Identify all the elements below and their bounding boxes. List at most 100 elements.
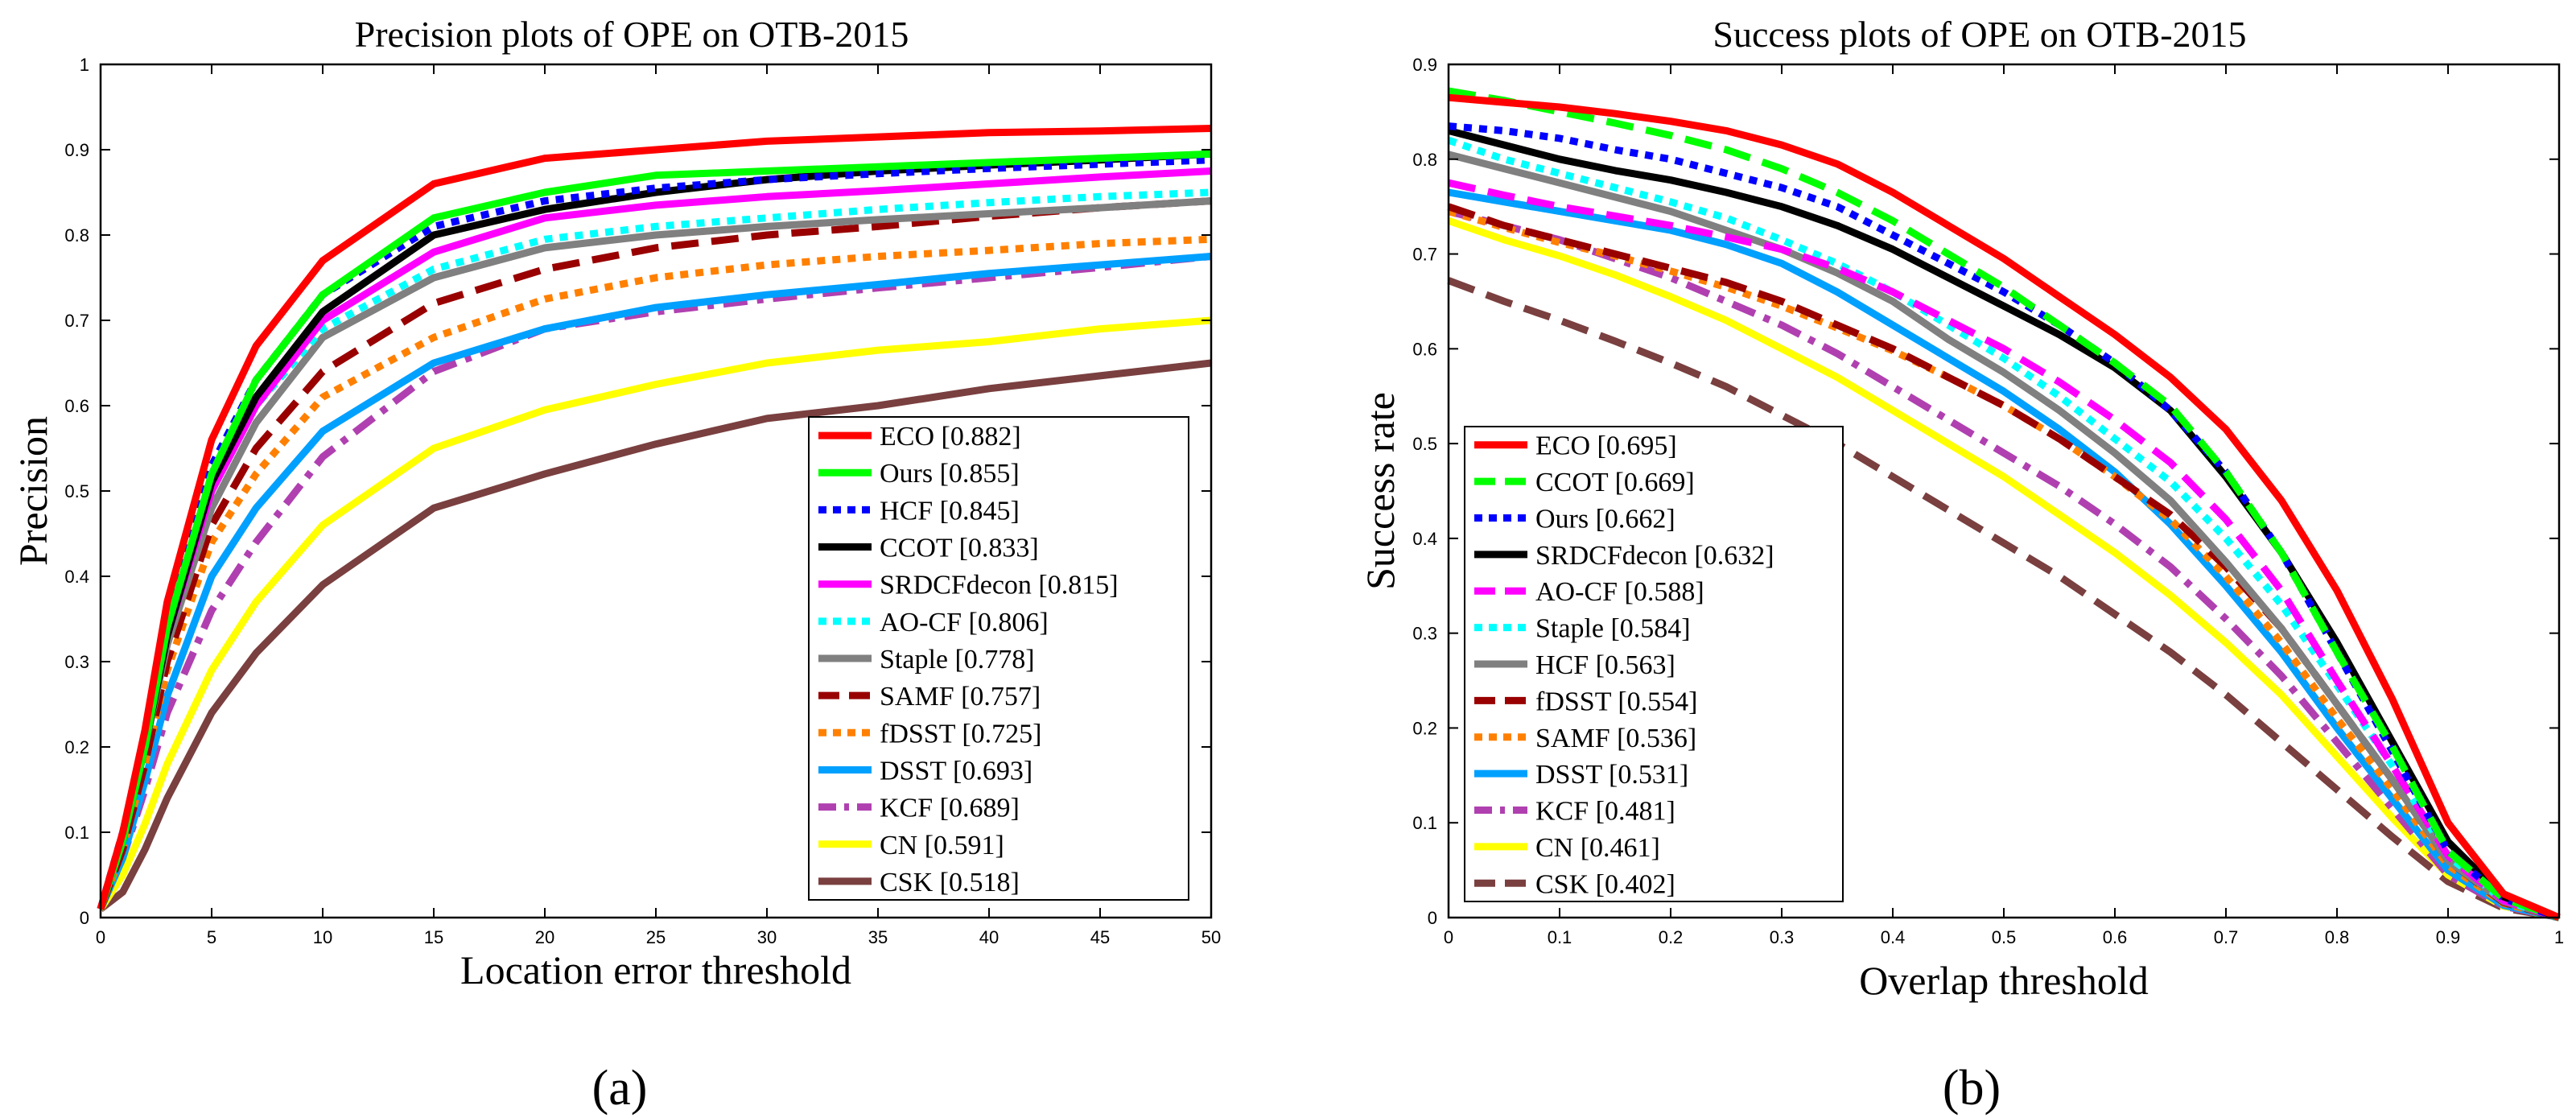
legend-entry: DSST [0.693] — [880, 756, 1032, 786]
y-tick-label: 0.8 — [1412, 150, 1437, 170]
series-line — [97, 316, 1212, 911]
chart-title: Precision plots of OPE on OTB-2015 — [355, 14, 909, 55]
y-tick-label: 0.6 — [64, 396, 89, 416]
legend-entry: CN [0.461] — [1535, 833, 1660, 863]
legend: ECO [0.882] Ours [0.855] HCF [0.845] CCOT [… — [808, 416, 1189, 901]
series-line — [98, 359, 1212, 912]
x-tick-label: 0.5 — [1992, 927, 2017, 947]
legend-entry: fDSST [0.725] — [880, 719, 1042, 749]
series-line — [97, 125, 1212, 910]
y-axis-label: Precision — [10, 416, 56, 566]
legend-entry: fDSST [0.554] — [1535, 687, 1698, 716]
y-tick-label: 0 — [80, 908, 89, 928]
legend-entry: SAMF [0.536] — [1535, 724, 1696, 753]
series-line — [1447, 277, 2560, 922]
x-axis-label: Location error threshold — [460, 947, 851, 992]
x-tick-label: 0.6 — [2103, 927, 2128, 947]
x-tick-label: 50 — [1201, 927, 1221, 947]
x-tick-label: 15 — [424, 927, 443, 947]
x-tick-label: 0.9 — [2436, 927, 2461, 947]
y-tick-label: 0.2 — [1412, 718, 1437, 738]
legend-entry: Ours [0.662] — [1535, 504, 1675, 534]
series-line — [1447, 208, 2560, 922]
legend-entry: KCF [0.689] — [880, 794, 1020, 823]
legend-entry: AO-CF [0.588] — [1535, 577, 1704, 607]
legend-entry: CN [0.591] — [880, 831, 1004, 860]
series-line — [1448, 188, 2560, 922]
y-tick-label: 0.9 — [64, 140, 89, 160]
x-tick-label: 0.3 — [1770, 927, 1795, 947]
y-axis-ticks: 0 0.1 0.2 0.3 0.4 0.5 0.6 0.7 0.8 0.9 — [1412, 55, 2559, 928]
legend-entry: DSST [0.531] — [1535, 760, 1688, 790]
series-line — [1448, 87, 2561, 922]
y-tick-label: 0.1 — [64, 823, 89, 843]
series-line — [1448, 122, 2561, 922]
x-tick-label: 30 — [757, 927, 777, 947]
y-tick-label: 0.4 — [64, 567, 89, 587]
y-tick-label: 0.1 — [1412, 813, 1437, 833]
y-tick-label: 1 — [80, 55, 89, 75]
y-tick-label: 0.6 — [1412, 339, 1437, 359]
series-line — [1448, 93, 2561, 922]
legend-entry: CSK [0.402] — [1535, 869, 1675, 899]
y-axis-label: Success rate — [1358, 392, 1403, 590]
x-axis-ticks: 0 5 10 15 20 25 30 35 40 45 50 — [96, 64, 1221, 947]
legend-entry: ECO [0.882] — [880, 422, 1021, 452]
series-line — [1448, 179, 2561, 922]
x-tick-label: 0.2 — [1659, 927, 1684, 947]
y-tick-label: 0 — [1428, 908, 1437, 928]
legend-entry: SRDCFdecon [0.632] — [1535, 541, 1774, 571]
x-tick-label: 20 — [535, 927, 554, 947]
legend-entry: KCF [0.481] — [1535, 797, 1675, 827]
y-tick-label: 0.2 — [64, 737, 89, 757]
y-tick-label: 0.5 — [64, 481, 89, 501]
series-lines — [1447, 87, 2561, 922]
series-line — [1447, 217, 2560, 922]
series-line — [1447, 127, 2561, 922]
y-tick-label: 0.4 — [1412, 529, 1437, 549]
series-line — [1447, 151, 2561, 922]
x-tick-label: 0.8 — [2325, 927, 2350, 947]
y-tick-label: 0.5 — [1412, 434, 1437, 454]
legend-entry: SRDCFdecon [0.815] — [880, 571, 1119, 600]
y-tick-label: 0.3 — [64, 652, 89, 672]
y-tick-label: 0.8 — [64, 225, 89, 245]
x-tick-label: 0.4 — [1881, 927, 1906, 947]
y-tick-label: 0.7 — [1412, 245, 1437, 265]
legend-entry: SAMF [0.757] — [880, 682, 1041, 712]
y-tick-label: 0.7 — [64, 311, 89, 331]
legend: ECO [0.695] CCOT [0.669] Ours [0.662] SRDCF… — [1464, 426, 1844, 902]
legend-entry: Ours [0.855] — [880, 459, 1020, 489]
legend-entry: Staple [0.584] — [1535, 614, 1691, 644]
legend-entry: AO-CF [0.806] — [880, 608, 1049, 637]
legend-box — [1464, 426, 1844, 902]
x-axis-ticks: 0 0.1 0.2 0.3 0.4 0.5 0.6 0.7 0.8 0.9 1 — [1444, 64, 2564, 947]
y-tick-label: 0.9 — [1412, 55, 1437, 75]
x-tick-label: 0.1 — [1548, 927, 1572, 947]
legend-box — [808, 416, 1189, 901]
legend-entry: CCOT [0.669] — [1535, 468, 1695, 497]
x-tick-label: 5 — [207, 927, 216, 947]
series-lines — [97, 125, 1212, 912]
chart-title: Success plots of OPE on OTB-2015 — [1713, 14, 2246, 55]
precision-plot-panel: Precision plots of OPE on OTB-2015 0 5 10 1… — [10, 14, 1221, 1116]
x-tick-label: 10 — [313, 927, 332, 947]
x-tick-label: 0 — [96, 927, 105, 947]
x-tick-label: 40 — [979, 927, 999, 947]
legend-entry: Staple [0.778] — [880, 645, 1035, 675]
legend-entry: CCOT [0.833] — [880, 534, 1039, 563]
x-axis-label: Overlap threshold — [1859, 958, 2149, 1003]
x-tick-label: 25 — [646, 927, 666, 947]
x-tick-label: 0 — [1444, 927, 1453, 947]
legend-entry: HCF [0.845] — [880, 496, 1020, 526]
y-tick-label: 0.3 — [1412, 624, 1437, 644]
legend-entry: HCF [0.563] — [1535, 650, 1675, 680]
panel-label: (a) — [592, 1061, 648, 1116]
panel-label: (b) — [1943, 1061, 2001, 1116]
x-tick-label: 0.7 — [2214, 927, 2239, 947]
x-tick-label: 35 — [868, 927, 888, 947]
y-axis-ticks: 0 0.1 0.2 0.3 0.4 0.5 0.6 0.7 0.8 0.9 1 — [64, 55, 1211, 928]
success-plot-panel: Success plots of OPE on OTB-2015 0 0.1 0.2… — [1358, 14, 2564, 1116]
series-line — [97, 253, 1212, 911]
